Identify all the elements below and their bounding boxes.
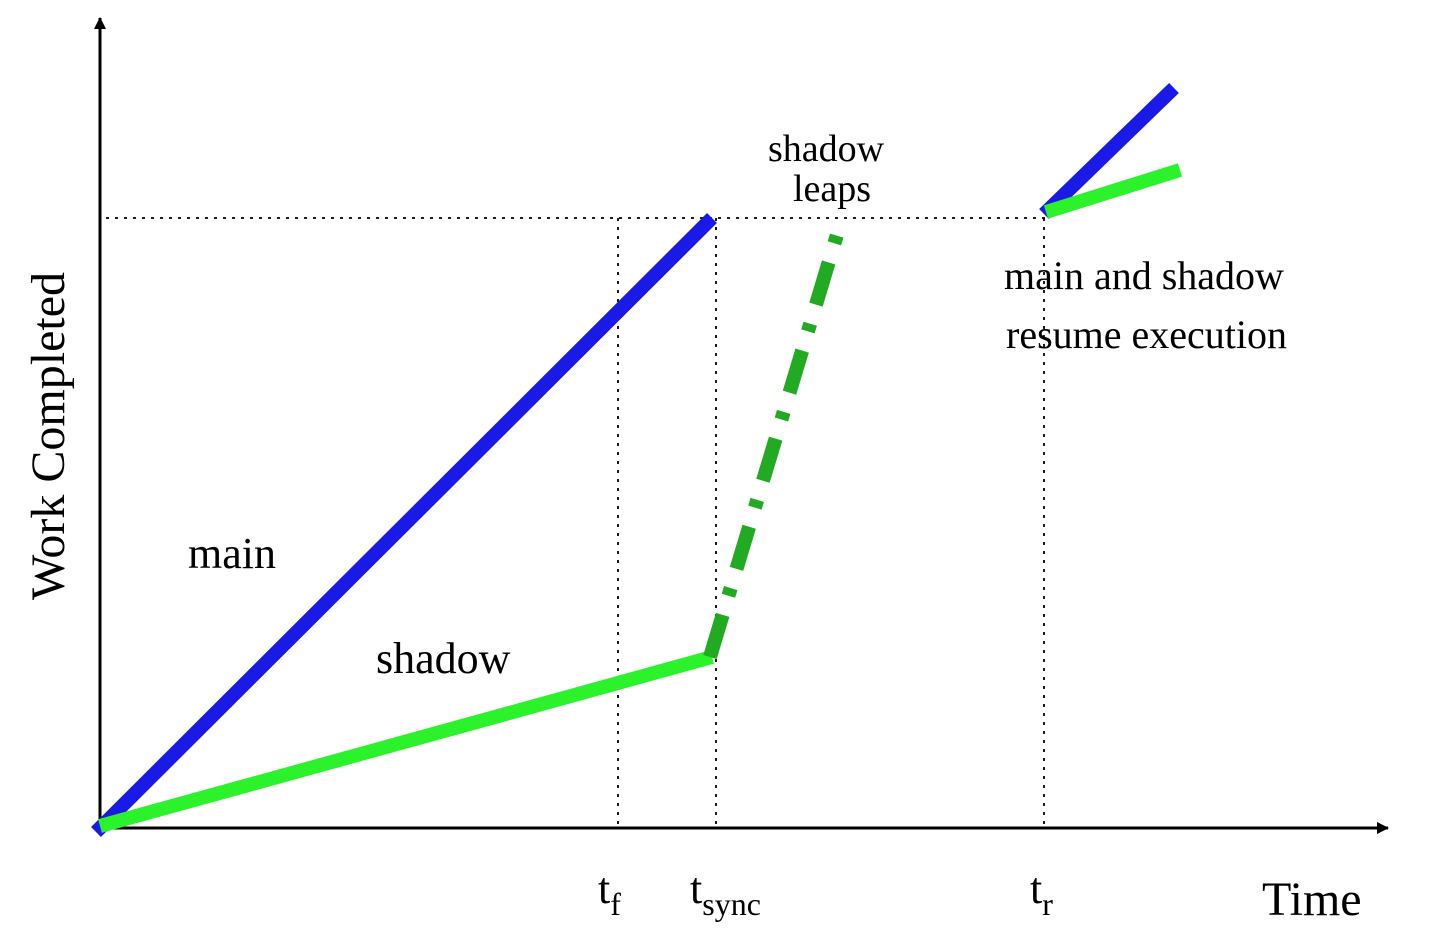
guide-lines <box>106 217 1048 828</box>
tf-label: tf <box>598 864 621 922</box>
shadow-leaps-label-line2: leaps <box>793 168 871 210</box>
shadow-line <box>98 650 714 833</box>
shadow-leap-line <box>703 215 849 660</box>
resume-label-line1: main and shadow <box>1004 253 1284 298</box>
main-label: main <box>188 529 276 578</box>
shadow-leaps-label-line1: shadow <box>768 128 885 170</box>
resume-label-line2: resume execution <box>1006 312 1287 357</box>
main-resumed-line <box>1039 82 1179 220</box>
tsync-label: tsync <box>690 864 761 922</box>
y-axis-label: Work Completed <box>22 272 75 600</box>
tr-label: tr <box>1030 864 1053 922</box>
shadow-label: shadow <box>376 634 511 683</box>
shadow-resumed-line <box>1043 163 1183 219</box>
x-axis-label: Time <box>1262 873 1362 926</box>
main-line <box>91 213 717 837</box>
